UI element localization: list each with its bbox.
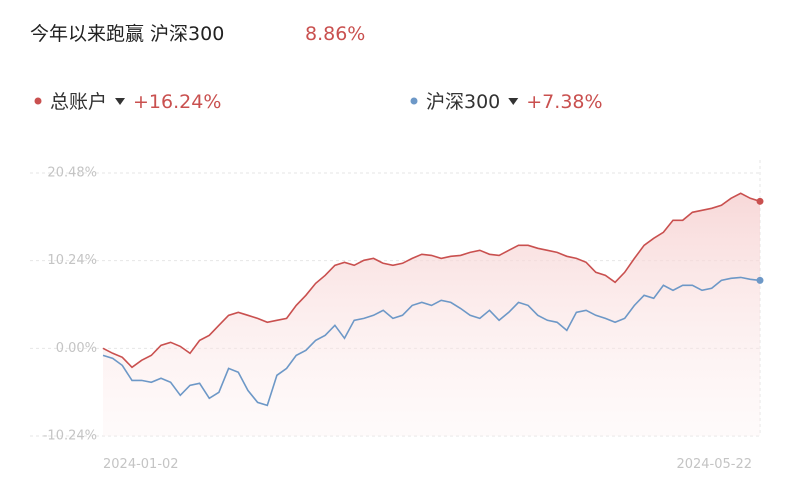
y-tick-label: 0.00% [56,341,97,356]
line [102,276,761,407]
outperformance: 8.86% [305,23,365,45]
y-tick-label: -10.24% [43,429,97,444]
end-dot [756,276,764,284]
x-tick-label: 2024-05-22 [676,457,752,472]
end-dot [756,197,764,205]
legend-name: 总账户 [50,91,107,113]
legend-value: +7.38% [526,91,602,113]
x-tick-label: 2024-01-02 [103,457,179,472]
legend-dot [410,97,418,105]
y-tick-label: 10.24% [47,253,97,268]
legend-arrow [508,98,519,105]
line [102,192,761,369]
legend-dot [34,97,42,105]
y-tick-label: 20.48% [47,166,97,181]
legend-value: +16.24% [133,91,221,113]
legend-arrow [115,98,126,105]
legend-name: 沪深300 [426,91,500,113]
subtitle: 今年以来跑赢 沪深300 [30,23,224,45]
area [103,193,760,436]
